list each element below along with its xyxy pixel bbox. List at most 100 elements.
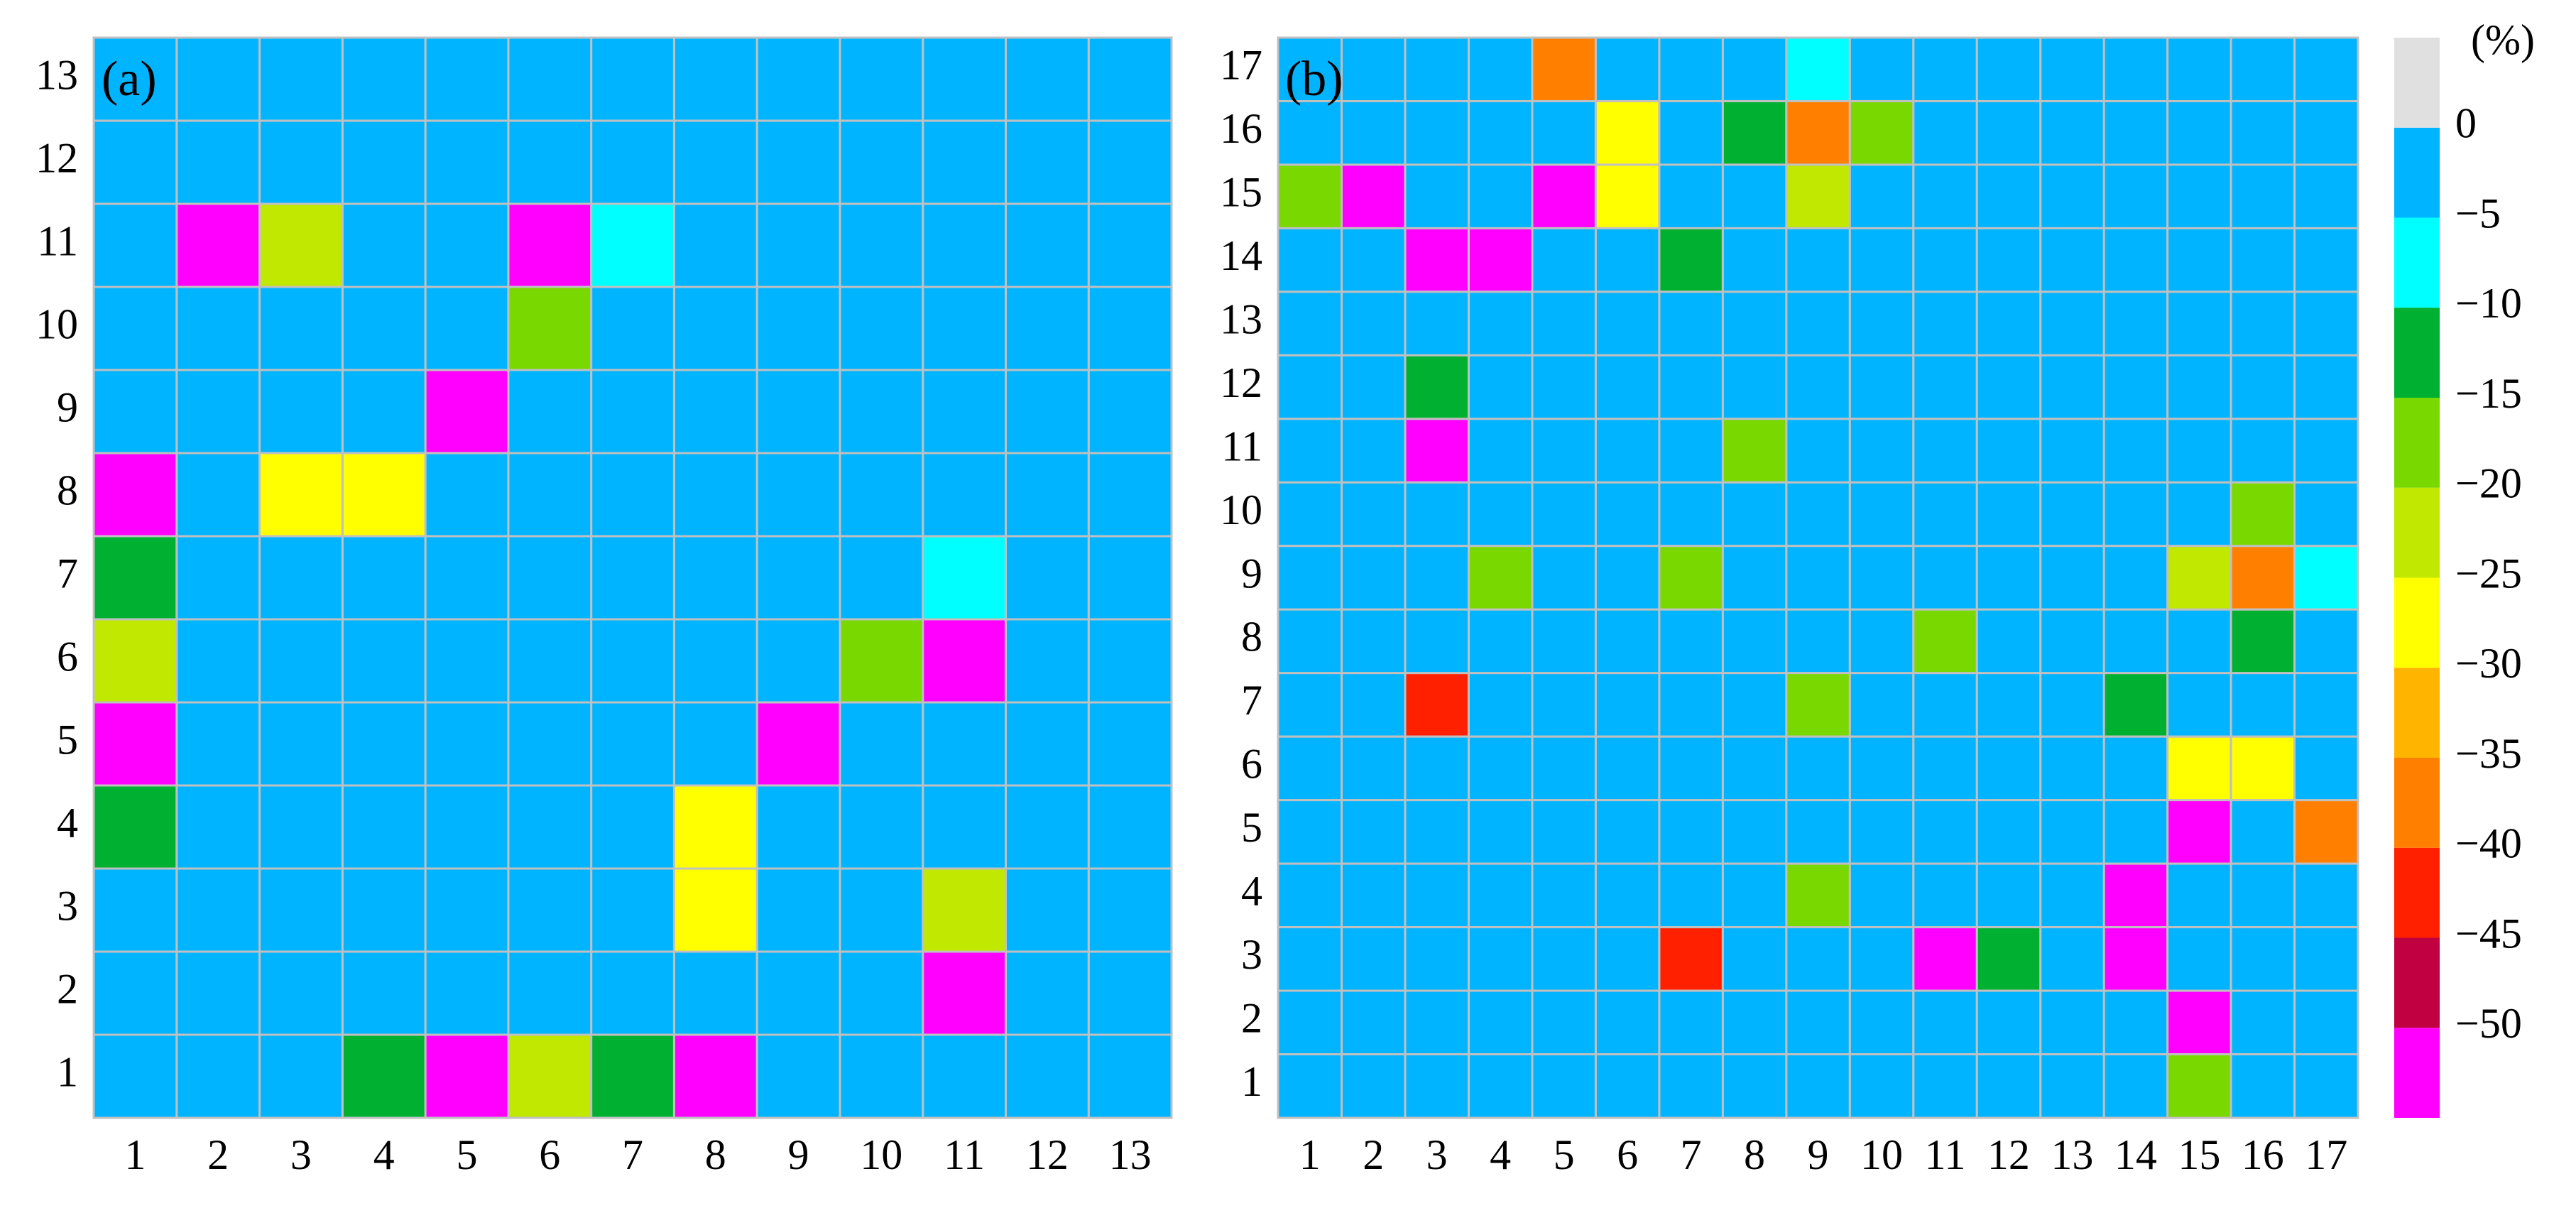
heatmap-cell [755,701,841,787]
heatmap-cell [2230,418,2296,484]
x-tick-label: 8 [1744,1131,1765,1178]
heatmap-cell [2166,735,2232,802]
heatmap-cell [1658,799,1724,865]
heatmap-cell [2039,735,2105,802]
heatmap-cell [1531,672,1597,738]
heatmap-cell [590,1033,675,1119]
colorbar-tick-label: −40 [2455,820,2522,867]
heatmap-cell [1594,672,1661,738]
colorbar-segment [2394,38,2440,128]
heatmap-cell [1912,672,1978,738]
heatmap-cell [175,867,261,953]
heatmap-cell [258,535,344,621]
heatmap-cell [672,618,758,704]
heatmap-cell [1340,227,1407,293]
heatmap-cell [590,867,675,953]
heatmap-cell [2293,989,2359,1056]
colorbar-segment [2394,758,2440,848]
heatmap-cell [2166,36,2232,102]
colorbar-segment [2394,847,2440,938]
heatmap-cell [1004,784,1090,870]
heatmap-cell [2039,862,2105,929]
heatmap-cell [1340,799,1407,865]
heatmap-cell [1004,452,1090,538]
heatmap-cell [1848,735,1915,802]
heatmap-cell [258,867,344,953]
heatmap-cell [92,119,178,205]
heatmap-cell [672,119,758,205]
heatmap-cell [839,950,924,1036]
heatmap-cell [922,285,1007,371]
heatmap-cell [1087,950,1173,1036]
heatmap-cell [590,618,675,704]
heatmap-cell [1721,354,1788,420]
heatmap-cell [1975,608,2042,675]
heatmap-cell [2230,799,2296,865]
heatmap-cell [1404,672,1470,738]
heatmap-cell [1658,672,1724,738]
heatmap-cell [92,369,178,455]
colorbar-tick-label: −50 [2455,1000,2522,1047]
heatmap-cell [1467,545,1534,611]
heatmap-cell [1531,481,1597,548]
heatmap-cell [1340,354,1407,420]
heatmap-cell [424,867,510,953]
heatmap-cell [839,285,924,371]
x-tick-label: 16 [2242,1131,2284,1178]
heatmap-cell [755,867,841,953]
heatmap-cell [92,784,178,870]
heatmap-cell [839,1033,924,1119]
heatmap-cell [1975,1053,2042,1119]
heatmap-cell [1912,99,1978,166]
heatmap-cell [1004,1033,1090,1119]
heatmap-cell [1004,950,1090,1036]
heatmap-cell [2039,545,2105,611]
x-tick-label: 1 [124,1131,146,1178]
heatmap-cell [1340,672,1407,738]
heatmap-cell [672,1033,758,1119]
heatmap-cell [1721,862,1788,929]
heatmap-cell [922,535,1007,621]
heatmap-cell [1848,163,1915,229]
heatmap-cell [258,36,344,122]
heatmap-cell [1848,989,1915,1056]
heatmap-cell [1467,608,1534,675]
heatmap-cell [2102,862,2169,929]
y-tick-label: 2 [1241,995,1262,1042]
heatmap-cell [1467,799,1534,865]
heatmap-cell [2039,36,2105,102]
x-tick-label: 9 [1808,1131,1829,1178]
heatmap-cell [839,867,924,953]
heatmap-cell [1848,290,1915,357]
heatmap-cell [2166,608,2232,675]
heatmap-cell [755,285,841,371]
heatmap-cell [1785,545,1851,611]
heatmap-cell [1467,1053,1534,1119]
heatmap-cell [1277,862,1343,929]
heatmap-cell [1594,735,1661,802]
heatmap-cell [1340,481,1407,548]
heatmap-cell [2166,354,2232,420]
heatmap-cell [2230,354,2296,420]
y-tick-label: 12 [36,134,78,181]
heatmap-cell [258,618,344,704]
y-tick-label: 16 [1220,105,1262,152]
y-tick-label: 13 [36,51,78,98]
heatmap-cell [1721,290,1788,357]
heatmap-cell [1975,290,2042,357]
heatmap-cell [1912,290,1978,357]
heatmap-cell [341,452,427,538]
heatmap-cell [2102,1053,2169,1119]
heatmap-cell [341,950,427,1036]
heatmap-cell [1531,290,1597,357]
y-tick-label: 11 [37,217,78,264]
heatmap-cell [2102,926,2169,992]
heatmap-cell [922,950,1007,1036]
heatmap-cell [1848,799,1915,865]
heatmap-cell [175,1033,261,1119]
heatmap-cell [1404,926,1470,992]
heatmap-cell [507,950,593,1036]
heatmap-cell [1912,36,1978,102]
heatmap-cell [258,1033,344,1119]
heatmap-cell [1785,36,1851,102]
